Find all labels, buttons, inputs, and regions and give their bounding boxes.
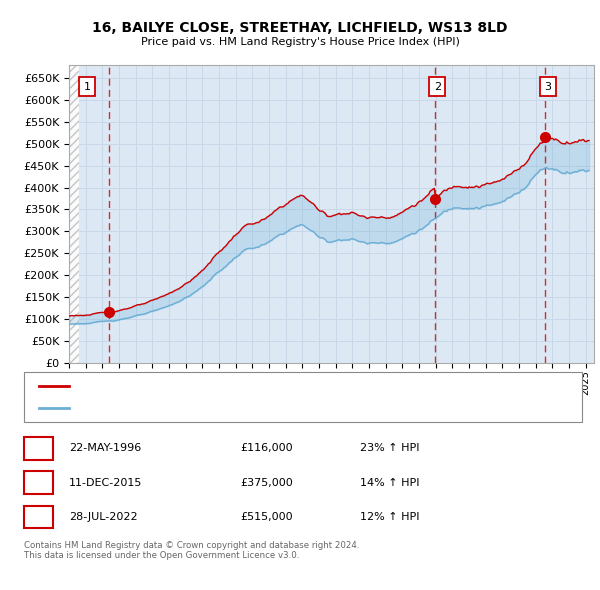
Text: 16, BAILYE CLOSE, STREETHAY, LICHFIELD, WS13 8LD (detached house): 16, BAILYE CLOSE, STREETHAY, LICHFIELD, … [75,381,431,391]
Text: 16, BAILYE CLOSE, STREETHAY, LICHFIELD, WS13 8LD: 16, BAILYE CLOSE, STREETHAY, LICHFIELD, … [92,21,508,35]
Text: 2: 2 [434,82,441,92]
Text: Price paid vs. HM Land Registry's House Price Index (HPI): Price paid vs. HM Land Registry's House … [140,37,460,47]
Text: 11-DEC-2015: 11-DEC-2015 [69,478,142,487]
Text: Contains HM Land Registry data © Crown copyright and database right 2024.
This d: Contains HM Land Registry data © Crown c… [24,541,359,560]
Text: 1: 1 [34,442,43,455]
Bar [69,65,79,363]
Text: 2: 2 [34,476,43,489]
Text: 3: 3 [34,510,43,523]
Text: 14% ↑ HPI: 14% ↑ HPI [360,478,419,487]
Text: 23% ↑ HPI: 23% ↑ HPI [360,444,419,453]
Text: 1: 1 [83,82,91,92]
Text: 22-MAY-1996: 22-MAY-1996 [69,444,141,453]
Text: 3: 3 [544,82,551,92]
Text: HPI: Average price, detached house, Lichfield: HPI: Average price, detached house, Lich… [75,403,302,413]
Text: 28-JUL-2022: 28-JUL-2022 [69,512,137,522]
Text: £515,000: £515,000 [240,512,293,522]
Text: 12% ↑ HPI: 12% ↑ HPI [360,512,419,522]
Text: £116,000: £116,000 [240,444,293,453]
Text: £375,000: £375,000 [240,478,293,487]
